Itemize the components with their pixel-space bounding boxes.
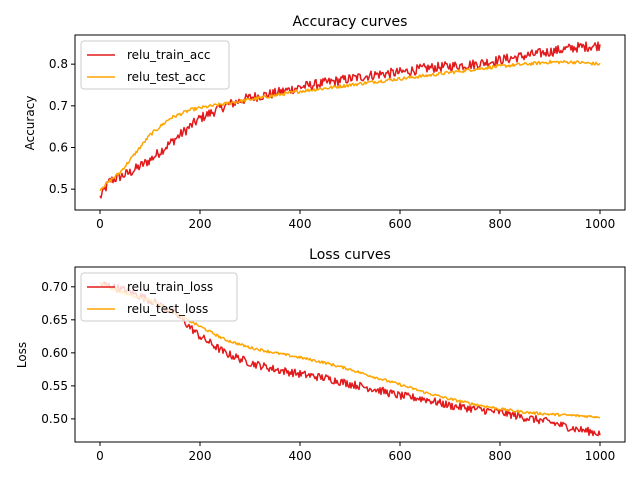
loss-ytick-label: 0.70	[41, 280, 68, 294]
loss-xtick-label: 800	[489, 449, 512, 463]
loss-xtick-label: 1000	[585, 449, 616, 463]
accuracy-xtick-label: 600	[389, 217, 412, 231]
accuracy-xtick-label: 400	[289, 217, 312, 231]
loss-ytick-label: 0.50	[41, 412, 68, 426]
loss-ytick-label: 0.65	[41, 313, 68, 327]
accuracy-xtick-label: 0	[96, 217, 104, 231]
accuracy-series-layer	[99, 41, 601, 199]
accuracy-xtick-label: 800	[489, 217, 512, 231]
accuracy-ylabel: Accuracy	[23, 96, 37, 151]
loss-ticks: 0 200 400 600 800 1000 0.50 0.55 0.60 0.65 0.70	[41, 280, 615, 463]
accuracy-plot-frame	[74, 34, 626, 211]
loss-plot-frame	[74, 266, 626, 443]
accuracy-ytick-label: 0.8	[49, 57, 68, 71]
loss-ytick-label: 0.60	[41, 346, 68, 360]
accuracy-panel: Accuracy curves 0 200 400 600 800 10000.50.60…	[23, 14, 626, 231]
accuracy-xtick-label: 200	[189, 217, 212, 231]
loss-ylabel: Loss	[15, 342, 29, 368]
accuracy-ticks: 0 200 400 600 800 1000 0.5 0.6 0.7 0.8	[49, 57, 615, 231]
loss-xtick-label: 0	[96, 449, 104, 463]
loss-xtick-label: 200	[189, 449, 212, 463]
loss-legend: relu_train_loss relu_test_loss	[80, 272, 238, 322]
accuracy-series-relu-test-acc	[99, 59, 601, 192]
loss-legend-label-relu-test-loss: relu_test_loss	[127, 302, 208, 316]
accuracy-series-relu-train-acc	[99, 41, 601, 199]
accuracy-legend: relu_train_acc relu_test_acc	[80, 40, 230, 90]
loss-panel: Loss curves 0 200 400 600 800 1000 0.50 0.55 0.6…	[15, 247, 626, 463]
loss-legend-box	[80, 272, 238, 322]
accuracy-xtick-label: 1000	[585, 217, 616, 231]
accuracy-legend-label-relu-test-acc: relu_test_acc	[127, 70, 206, 84]
loss-title: Loss curves	[309, 247, 391, 263]
loss-xtick-label: 600	[389, 449, 412, 463]
accuracy-legend-label-relu-train-acc: relu_train_acc	[127, 48, 210, 62]
accuracy-ytick-label: 0.7	[49, 99, 68, 113]
loss-ytick-label: 0.55	[41, 379, 68, 393]
accuracy-legend-box	[80, 40, 230, 90]
accuracy-title: Accuracy curves	[293, 14, 408, 30]
loss-legend-label-relu-train-loss: relu_train_loss	[127, 280, 213, 294]
accuracy-ytick-label: 0.5	[49, 182, 68, 196]
loss-xtick-label: 400	[289, 449, 312, 463]
accuracy-ytick-label: 0.6	[49, 141, 68, 155]
